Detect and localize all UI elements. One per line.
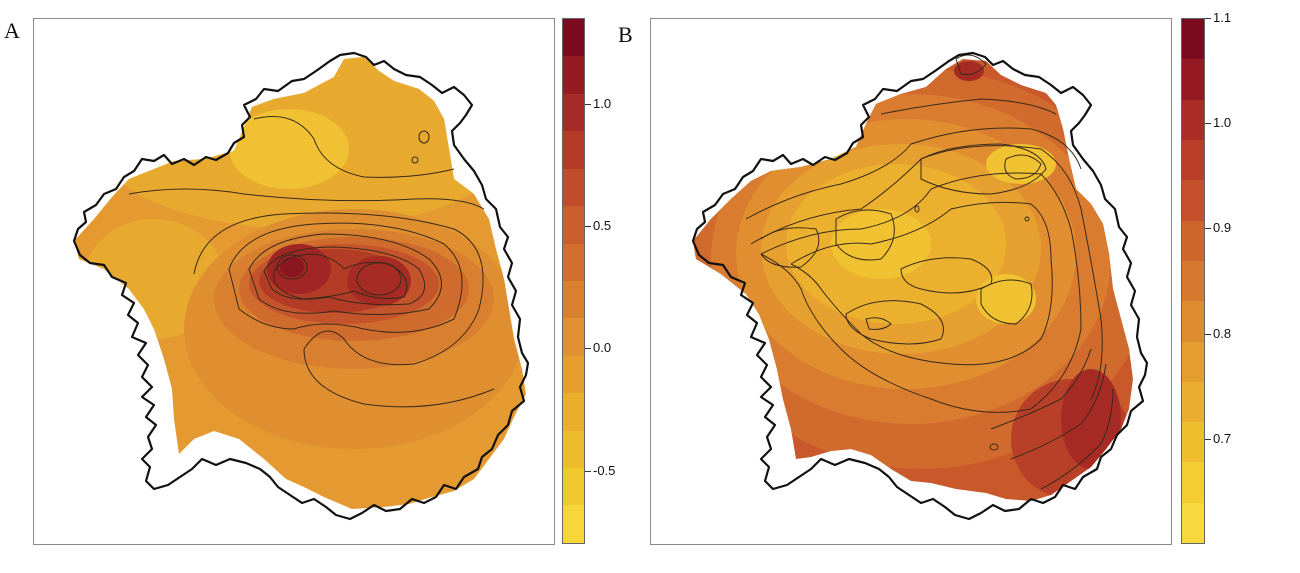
- panel-b-map: [650, 18, 1172, 545]
- colorbar-tick-mark: [1205, 228, 1211, 230]
- panel-b-map-svg: [691, 51, 1149, 521]
- colorbar-tick-mark: [585, 470, 591, 472]
- colorbar-segment: [1182, 301, 1204, 342]
- panel-a-map: [33, 18, 555, 545]
- colorbar-segment: [563, 468, 584, 506]
- colorbar-tick-mark: [585, 103, 591, 105]
- colorbar-tick-label: -0.5: [593, 462, 616, 478]
- colorbar-segment: [1182, 341, 1204, 382]
- colorbar-segment: [563, 280, 584, 319]
- colorbar-tick-mark: [1205, 123, 1211, 125]
- panel-a-colorbar: [562, 18, 585, 544]
- colorbar-tick-mark: [1205, 333, 1211, 335]
- colorbar-tick-label: 0.7: [1213, 430, 1232, 446]
- colorbar-segment: [563, 318, 584, 356]
- panel-a-map-svg: [72, 51, 530, 521]
- colorbar-segment: [1182, 59, 1204, 100]
- colorbar-tick-label: 0.5: [593, 217, 612, 233]
- colorbar-segment: [563, 56, 584, 94]
- colorbar-tick-label: 0.0: [593, 340, 612, 356]
- colorbar-segment: [1182, 180, 1204, 221]
- colorbar-segment: [563, 19, 584, 57]
- colorbar-segment: [563, 131, 584, 169]
- colorbar-segment: [1182, 462, 1204, 503]
- colorbar-segment: [563, 168, 584, 207]
- colorbar-tick-mark: [585, 348, 591, 350]
- panel-b-letter: B: [618, 22, 633, 47]
- colorbar-segment: [1182, 422, 1204, 463]
- colorbar-segment: [563, 430, 584, 469]
- colorbar-segment: [1182, 99, 1204, 140]
- colorbar-segment: [563, 206, 584, 244]
- panel-a-letter: A: [4, 18, 20, 43]
- colorbar-tick-label: 1.0: [593, 95, 612, 111]
- colorbar-segment: [563, 505, 584, 543]
- colorbar-tick-label: 1.1: [1213, 10, 1232, 25]
- colorbar-segment: [1182, 139, 1204, 181]
- colorbar-segment: [1182, 19, 1204, 60]
- colorbar-segment: [1182, 502, 1204, 544]
- colorbar-segment: [563, 355, 584, 394]
- colorbar-tick-label: 0.9: [1213, 220, 1232, 236]
- panel-b-colorbar: [1181, 18, 1205, 544]
- colorbar-tick-mark: [585, 225, 591, 227]
- colorbar-segment: [563, 393, 584, 431]
- colorbar-tick-mark: [1205, 438, 1211, 440]
- colorbar-segment: [1182, 260, 1204, 302]
- colorbar-tick-label: 0.8: [1213, 325, 1232, 341]
- colorbar-segment: [563, 243, 584, 281]
- colorbar-tick-label: 1.0: [1213, 115, 1232, 131]
- colorbar-segment: [1182, 220, 1204, 261]
- colorbar-segment: [563, 93, 584, 132]
- colorbar-segment: [1182, 381, 1204, 423]
- colorbar-tick-mark: [1205, 18, 1211, 19]
